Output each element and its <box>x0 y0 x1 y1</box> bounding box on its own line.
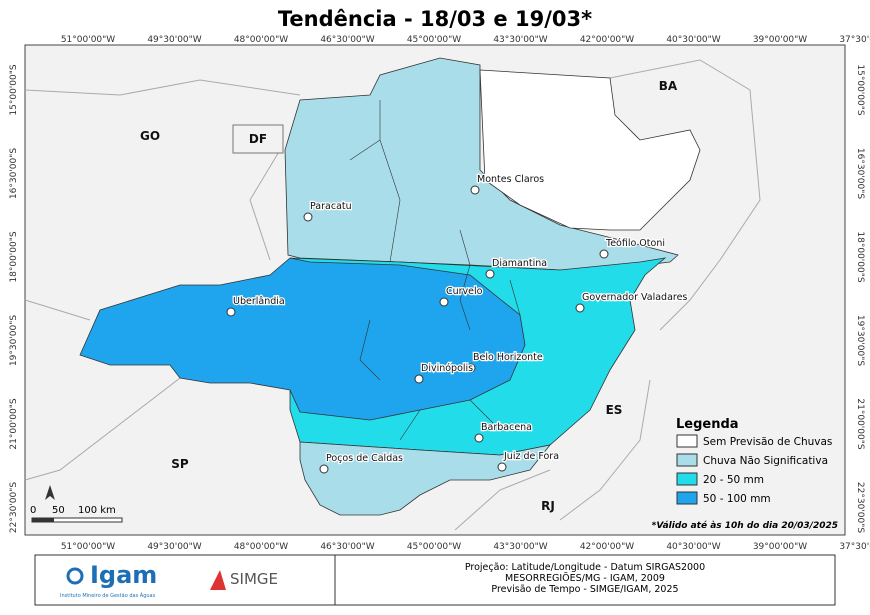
latitude-label: 16°30'00"S <box>855 148 865 199</box>
mesoregion-borders <box>349 100 521 441</box>
latitude-label: 22°30'00"S <box>855 482 865 533</box>
city-marker <box>575 303 585 313</box>
legend-swatch <box>676 434 698 448</box>
city-label: Paracatu <box>310 201 352 212</box>
latitude-label: 22°30'00"S <box>9 482 19 533</box>
city-marker <box>474 433 484 443</box>
city-marker <box>485 269 495 279</box>
logo: Igam <box>90 561 157 589</box>
latitude-label: 18°00'00"S <box>855 231 865 282</box>
state-label: SP <box>171 457 189 471</box>
state-label: GO <box>140 129 160 143</box>
credit-line: Previsão de Tempo - SIMGE/IGAM, 2025 <box>491 584 678 595</box>
latitude-label: 16°30'00"S <box>9 148 19 199</box>
longitude-label: 43°30'00"W <box>493 35 547 45</box>
longitude-label: 49°30'00"W <box>147 542 201 552</box>
scale-label: 0 <box>30 505 36 516</box>
longitude-label: 51°00'00"W <box>61 35 115 45</box>
city-marker <box>226 307 236 317</box>
latitude-label: 21°00'00"S <box>855 398 865 449</box>
city-label: Diamantina <box>492 258 547 269</box>
city-label: Poços de Caldas <box>326 453 403 464</box>
state-borders <box>24 59 761 531</box>
longitude-label: 39°00'00"W <box>753 35 807 45</box>
longitude-label: 45°00'00"W <box>407 542 461 552</box>
longitude-label: 48°00'00"W <box>234 542 288 552</box>
state-label: RJ <box>541 499 555 513</box>
longitude-label: 40°30'00"W <box>666 35 720 45</box>
latitude-label: 19°30'00"S <box>9 315 19 366</box>
scale-label: 50 <box>52 505 65 516</box>
map-title: Tendência - 18/03 e 19/03* <box>278 7 592 31</box>
city-marker <box>319 464 329 474</box>
city-marker <box>599 249 609 259</box>
legend-label: 50 - 100 mm <box>703 493 771 505</box>
validity-note: *Válido até às 10h do dia 20/03/2025 <box>652 520 838 531</box>
longitude-label: 39°00'00"W <box>753 542 807 552</box>
footer-box <box>34 554 836 606</box>
logo-subtitle: Instituto Mineiro de Gestão das Águas <box>60 592 156 599</box>
longitude-label: 37°30'00"W <box>839 35 870 45</box>
latitude-label: 21°00'00"S <box>9 398 19 449</box>
state-label: DF <box>249 132 267 146</box>
forecast-regions <box>79 57 701 516</box>
longitude-label: 40°30'00"W <box>666 542 720 552</box>
state-label: ES <box>606 403 623 417</box>
legend-label: Chuva Não Significativa <box>703 455 828 467</box>
credit-line: MESORREGIÕES/MG - IGAM, 2009 <box>505 572 665 584</box>
logo2-icon <box>210 570 226 590</box>
city-label: Juiz de Fora <box>503 451 559 462</box>
longitude-label: 42°00'00"W <box>580 542 634 552</box>
legend-swatch <box>676 453 698 467</box>
longitude-label: 48°00'00"W <box>234 35 288 45</box>
longitude-label: 46°30'00"W <box>320 35 374 45</box>
latitude-label: 15°00'00"S <box>9 64 19 115</box>
legend-label: 20 - 50 mm <box>703 474 764 486</box>
longitude-label: 45°00'00"W <box>407 35 461 45</box>
latitude-label: 18°00'00"S <box>9 231 19 282</box>
legend-title: Legenda <box>676 417 739 432</box>
city-label: Belo Horizonte <box>473 352 543 363</box>
logo2: SIMGE <box>230 570 278 588</box>
latitude-label: 15°00'00"S <box>855 64 865 115</box>
legend-swatch <box>676 472 698 486</box>
city-label: Montes Claros <box>477 174 544 185</box>
city-label: Curvelo <box>446 286 483 297</box>
city-label: Teófilo Otoni <box>605 238 665 249</box>
longitude-label: 37°30'00"W <box>839 542 870 552</box>
credit-line: Projeção: Latitude/Longitude - Datum SIR… <box>465 562 705 573</box>
longitude-label: 46°30'00"W <box>320 542 374 552</box>
scale-bar <box>31 517 123 523</box>
city-label: Divinópolis <box>421 363 473 374</box>
city-marker <box>470 185 480 195</box>
state-label: BA <box>659 79 678 93</box>
city-label: Uberlândia <box>233 296 285 307</box>
city-marker <box>439 297 449 307</box>
city-marker <box>414 374 424 384</box>
city-marker <box>466 363 476 373</box>
longitude-label: 42°00'00"W <box>580 35 634 45</box>
legend-label: Sem Previsão de Chuvas <box>703 436 832 448</box>
scale-label: 100 km <box>78 505 116 516</box>
longitude-label: 49°30'00"W <box>147 35 201 45</box>
logo-icon <box>66 567 84 585</box>
city-label: Barbacena <box>481 422 532 433</box>
north-arrow <box>45 485 55 500</box>
latitude-label: 19°30'00"S <box>855 315 865 366</box>
city-label: Governador Valadares <box>582 292 687 303</box>
longitude-label: 51°00'00"W <box>61 542 115 552</box>
legend-swatch <box>676 491 698 505</box>
city-marker <box>497 462 507 472</box>
longitude-label: 43°30'00"W <box>493 542 547 552</box>
city-marker <box>303 212 313 222</box>
